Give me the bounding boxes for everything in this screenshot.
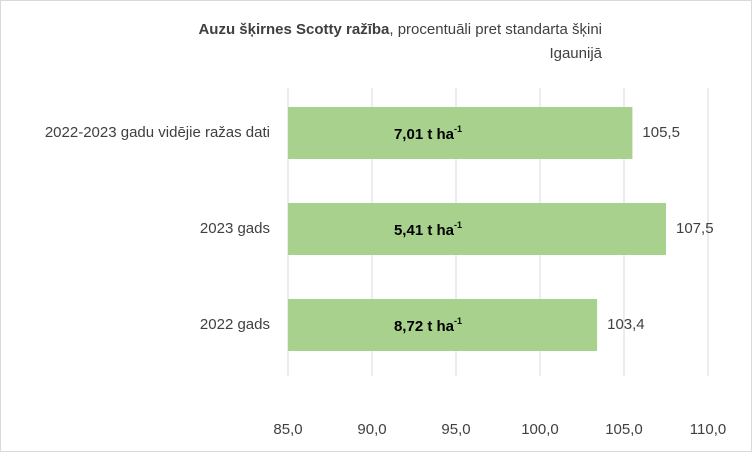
value-label: 103,4 bbox=[607, 316, 645, 333]
x-tick-label: 110,0 bbox=[690, 421, 726, 438]
bar-annotation: 5,41 t ha-1 bbox=[394, 220, 462, 239]
title-bold: Auzu šķirnes Scotty ražība bbox=[198, 21, 390, 38]
annotation-text: 7,01 t ha bbox=[394, 126, 455, 143]
x-tick-label: 85,0 bbox=[273, 421, 302, 438]
chart-title: Auzu šķirnes Scotty ražība, procentuāli … bbox=[198, 21, 602, 38]
annotation-sup: -1 bbox=[454, 220, 462, 230]
bar-annotation: 8,72 t ha-1 bbox=[394, 316, 462, 335]
x-tick-label: 100,0 bbox=[521, 421, 559, 438]
title-rest: , procentuāli pret standarta šķini bbox=[389, 21, 602, 38]
bar-annotation: 7,01 t ha-1 bbox=[394, 124, 462, 143]
annotation-sup: -1 bbox=[454, 124, 462, 134]
x-tick-label: 95,0 bbox=[441, 421, 470, 438]
value-label: 105,5 bbox=[642, 124, 680, 141]
bar bbox=[288, 203, 666, 255]
y-tick-label: 2022-2023 gadu vidējie ražas dati bbox=[45, 124, 270, 141]
bar bbox=[288, 299, 598, 351]
bar bbox=[288, 107, 633, 159]
value-label: 107,5 bbox=[676, 220, 714, 237]
x-tick-label: 90,0 bbox=[357, 421, 386, 438]
annotation-text: 8,72 t ha bbox=[394, 318, 455, 335]
annotation-sup: -1 bbox=[454, 316, 462, 326]
annotation-text: 5,41 t ha bbox=[394, 222, 455, 239]
chart-title-line2: Igaunijā bbox=[549, 45, 602, 62]
x-tick-label: 105,0 bbox=[605, 421, 643, 438]
y-tick-label: 2022 gads bbox=[200, 316, 270, 333]
y-tick-label: 2023 gads bbox=[200, 220, 270, 237]
